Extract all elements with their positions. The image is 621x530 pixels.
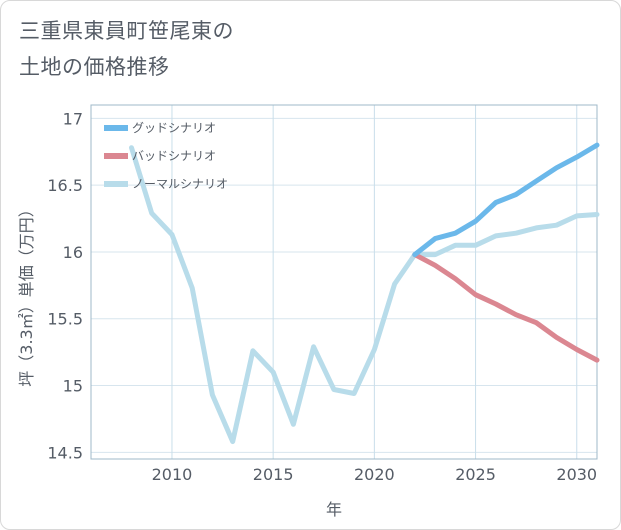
x-tick-label: 2010 — [152, 465, 193, 484]
legend-label: ノーマルシナリオ — [132, 177, 228, 191]
chart-title-line-1: 三重県東員町笹尾東の — [19, 19, 234, 43]
y-tick-label: 15.5 — [47, 310, 83, 329]
plot-frame — [90, 104, 598, 460]
x-axis-label: 年 — [326, 500, 342, 519]
y-tick-label: 16.5 — [47, 176, 83, 195]
x-tick-label: 2030 — [556, 465, 597, 484]
axis-layer: 14.5 15 15.5 16 16.5 17 2010 2015 2020 2025 2030 — [47, 104, 598, 484]
y-tick-label: 14.5 — [47, 443, 83, 462]
legend-label: バッドシナリオ — [132, 149, 216, 163]
legend-label: グッドシナリオ — [132, 121, 216, 135]
x-tick-label: 2015 — [253, 465, 294, 484]
y-tick-label: 17 — [63, 109, 83, 128]
series-layer — [129, 142, 600, 445]
series-line-normal — [129, 145, 600, 445]
series-line-good — [412, 142, 600, 258]
y-tick-label: 15 — [63, 377, 83, 396]
y-tick-label: 16 — [63, 243, 83, 262]
chart-title: 三重県東員町笹尾東の 土地の価格推移 — [19, 13, 439, 85]
x-tick-label: 2025 — [455, 465, 496, 484]
chart-title-line-2: 土地の価格推移 — [19, 55, 170, 79]
y-axis-label: 坪（3.3㎡）単価（万円） — [17, 201, 36, 386]
grid-layer — [91, 105, 597, 459]
x-tick-label: 2020 — [354, 465, 395, 484]
series-line-bad — [412, 252, 600, 363]
